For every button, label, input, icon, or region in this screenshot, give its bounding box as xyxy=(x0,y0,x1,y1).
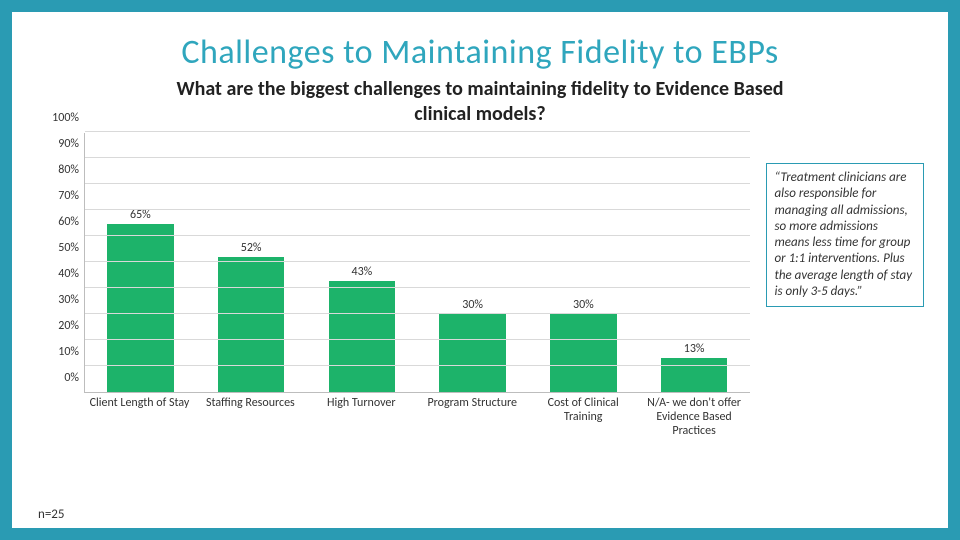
bar-slot: 13% xyxy=(639,133,750,392)
y-axis-tick-label: 50% xyxy=(58,241,85,255)
plot-area: 65%52%43%30%30%13% 0%10%20%30%40%50%60%7… xyxy=(84,133,750,393)
gridline xyxy=(85,209,750,210)
bar-value-label: 30% xyxy=(573,298,594,314)
bar-value-label: 30% xyxy=(462,298,483,314)
bar-chart: 65%52%43%30%30%13% 0%10%20%30%40%50%60%7… xyxy=(36,133,758,438)
y-axis-tick-label: 60% xyxy=(58,215,85,229)
bar: 52% xyxy=(218,257,284,392)
y-axis-tick-label: 20% xyxy=(58,319,85,333)
y-axis-tick-label: 100% xyxy=(52,111,85,125)
gridline xyxy=(85,287,750,288)
y-axis-tick-label: 90% xyxy=(58,137,85,151)
content-row: 65%52%43%30%30%13% 0%10%20%30%40%50%60%7… xyxy=(36,133,924,438)
bar-slot: 30% xyxy=(417,133,528,392)
y-axis-tick-label: 10% xyxy=(58,345,85,359)
x-axis-labels: Client Length of StayStaffing ResourcesH… xyxy=(84,397,750,438)
y-axis-tick-label: 70% xyxy=(58,189,85,203)
x-axis-category-label: Program Structure xyxy=(417,397,528,438)
bar-value-label: 13% xyxy=(684,342,705,358)
x-axis-category-label: Cost of Clinical Training xyxy=(528,397,639,438)
gridline xyxy=(85,235,750,236)
x-axis-category-label: N/A- we don't offer Evidence Based Pract… xyxy=(639,397,750,438)
bar-value-label: 43% xyxy=(352,265,373,281)
gridline xyxy=(85,157,750,158)
gridline xyxy=(85,183,750,184)
gridline xyxy=(85,261,750,262)
bar-slot: 43% xyxy=(307,133,418,392)
x-axis-category-label: High Turnover xyxy=(306,397,417,438)
chart-title: What are the biggest challenges to maint… xyxy=(160,77,800,127)
sample-size-note: n=25 xyxy=(38,507,64,522)
bar: 13% xyxy=(661,358,727,392)
y-axis-tick-label: 40% xyxy=(58,267,85,281)
bar: 43% xyxy=(329,281,395,392)
x-axis-category-label: Client Length of Stay xyxy=(84,397,195,438)
y-axis-tick-label: 0% xyxy=(64,371,85,385)
bar: 65% xyxy=(107,224,173,392)
bar-slot: 52% xyxy=(196,133,307,392)
gridline xyxy=(85,365,750,366)
slide-frame: Challenges to Maintaining Fidelity to EB… xyxy=(0,0,960,540)
bar-value-label: 65% xyxy=(130,208,151,224)
y-axis-tick-label: 30% xyxy=(58,293,85,307)
gridline xyxy=(85,313,750,314)
bar-slot: 30% xyxy=(528,133,639,392)
y-axis-tick-label: 80% xyxy=(58,163,85,177)
bar: 30% xyxy=(439,314,505,392)
bars-container: 65%52%43%30%30%13% xyxy=(85,133,750,392)
slide-title: Challenges to Maintaining Fidelity to EB… xyxy=(36,32,924,73)
quote-callout: “Treatment clinicians are also responsib… xyxy=(766,163,925,307)
bar-value-label: 52% xyxy=(241,241,262,257)
bar-slot: 65% xyxy=(85,133,196,392)
gridline xyxy=(85,339,750,340)
gridline xyxy=(85,131,750,132)
bar: 30% xyxy=(550,314,616,392)
x-axis-category-label: Staffing Resources xyxy=(195,397,306,438)
